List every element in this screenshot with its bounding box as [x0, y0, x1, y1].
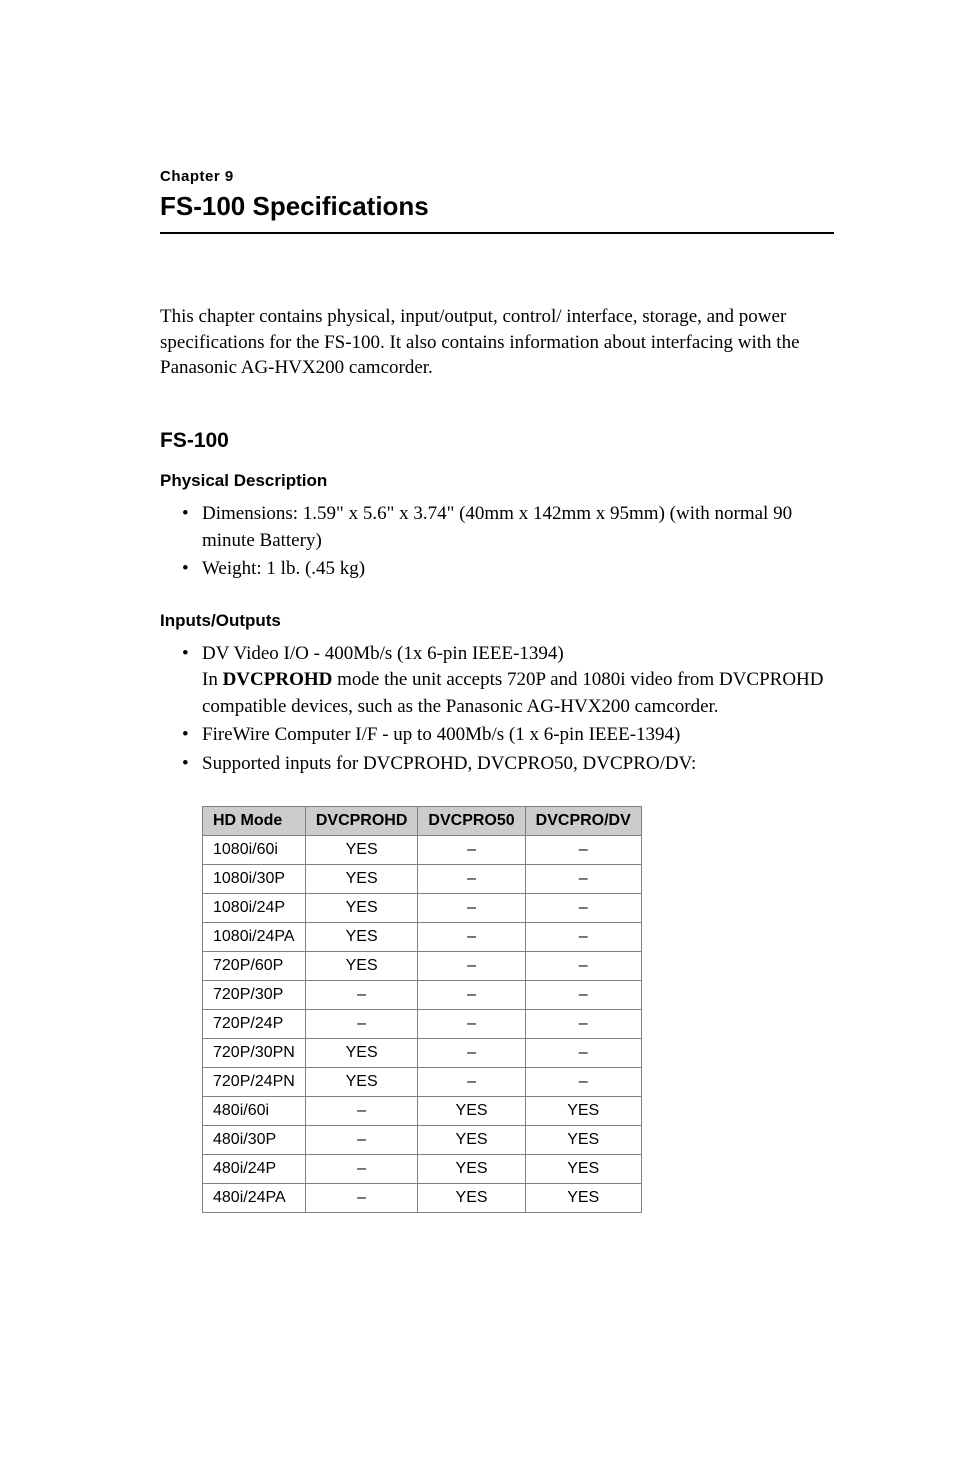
horizontal-rule: [160, 232, 834, 234]
table-row: 480i/24PA–YESYES: [203, 1183, 642, 1212]
table-cell: YES: [525, 1096, 641, 1125]
table-cell: 720P/30P: [203, 980, 306, 1009]
sub-heading-physical: Physical Description: [160, 471, 834, 491]
table-cell: –: [305, 980, 418, 1009]
table-cell: 1080i/24P: [203, 893, 306, 922]
table-cell: 720P/30PN: [203, 1038, 306, 1067]
table-row: 1080i/30PYES––: [203, 864, 642, 893]
table-cell: 480i/24PA: [203, 1183, 306, 1212]
io-list: DV Video I/O - 400Mb/s (1x 6-pin IEEE-13…: [182, 641, 834, 778]
formats-table: HD Mode DVCPROHD DVCPRO50 DVCPRO/DV 1080…: [202, 806, 642, 1213]
table-cell: –: [418, 864, 525, 893]
io-item1-in: In: [202, 669, 223, 690]
table-row: 480i/60i–YESYES: [203, 1096, 642, 1125]
table-cell: –: [418, 1067, 525, 1096]
chapter-label: Chapter 9: [160, 168, 834, 185]
table-row: 1080i/24PAYES––: [203, 922, 642, 951]
table-cell: 1080i/30P: [203, 864, 306, 893]
physical-list: Dimensions: 1.59" x 5.6" x 3.74" (40mm x…: [182, 501, 834, 583]
list-item: Dimensions: 1.59" x 5.6" x 3.74" (40mm x…: [182, 501, 834, 554]
intro-paragraph: This chapter contains physical, input/ou…: [160, 304, 834, 381]
list-item: Supported inputs for DVCPROHD, DVCPRO50,…: [182, 751, 834, 778]
io-item1-pre: DV Video I/O - 400Mb/s (1x 6-pin IEEE-13…: [202, 643, 564, 664]
table-cell: –: [305, 1154, 418, 1183]
table-row: 720P/60PYES––: [203, 951, 642, 980]
table-cell: –: [525, 1067, 641, 1096]
table-cell: –: [525, 864, 641, 893]
table-cell: –: [305, 1096, 418, 1125]
table-cell: –: [525, 980, 641, 1009]
table-cell: –: [525, 893, 641, 922]
table-row: 480i/24P–YESYES: [203, 1154, 642, 1183]
table-header: DVCPROHD: [305, 806, 418, 835]
io-item1-bold: DVCPROHD: [223, 669, 333, 690]
table-cell: –: [418, 1038, 525, 1067]
table-row: 480i/30P–YESYES: [203, 1125, 642, 1154]
table-cell: 720P/60P: [203, 951, 306, 980]
sub-heading-io: Inputs/Outputs: [160, 611, 834, 631]
list-item: FireWire Computer I/F - up to 400Mb/s (1…: [182, 722, 834, 749]
table-cell: YES: [305, 835, 418, 864]
table-cell: 1080i/60i: [203, 835, 306, 864]
table-cell: YES: [418, 1096, 525, 1125]
table-cell: –: [418, 922, 525, 951]
table-cell: –: [305, 1009, 418, 1038]
section-heading-fs100: FS-100: [160, 429, 834, 453]
table-cell: –: [525, 1038, 641, 1067]
table-header-row: HD Mode DVCPROHD DVCPRO50 DVCPRO/DV: [203, 806, 642, 835]
table-cell: –: [305, 1183, 418, 1212]
table-cell: –: [418, 980, 525, 1009]
table-cell: –: [525, 835, 641, 864]
table-cell: –: [525, 922, 641, 951]
table-cell: YES: [305, 951, 418, 980]
table-cell: –: [418, 893, 525, 922]
table-cell: YES: [305, 864, 418, 893]
table-cell: –: [418, 835, 525, 864]
chapter-title: FS-100 Specifications: [160, 191, 834, 222]
table-cell: 480i/30P: [203, 1125, 306, 1154]
table-row: 1080i/24PYES––: [203, 893, 642, 922]
table-row: 720P/30PNYES––: [203, 1038, 642, 1067]
table-cell: YES: [305, 922, 418, 951]
table-cell: YES: [305, 1067, 418, 1096]
table-cell: YES: [418, 1183, 525, 1212]
table-cell: YES: [418, 1154, 525, 1183]
table-cell: –: [525, 951, 641, 980]
table-cell: YES: [305, 1038, 418, 1067]
list-item: Weight: 1 lb. (.45 kg): [182, 556, 834, 583]
list-item: DV Video I/O - 400Mb/s (1x 6-pin IEEE-13…: [182, 641, 834, 721]
table-row: 720P/30P–––: [203, 980, 642, 1009]
table-cell: –: [305, 1125, 418, 1154]
table-cell: 480i/24P: [203, 1154, 306, 1183]
table-cell: 1080i/24PA: [203, 922, 306, 951]
table-cell: 720P/24P: [203, 1009, 306, 1038]
table-cell: –: [418, 1009, 525, 1038]
table-cell: YES: [305, 893, 418, 922]
table-cell: –: [418, 951, 525, 980]
table-row: 1080i/60iYES––: [203, 835, 642, 864]
table-header: DVCPRO/DV: [525, 806, 641, 835]
table-row: 720P/24PNYES––: [203, 1067, 642, 1096]
table-cell: YES: [525, 1125, 641, 1154]
table-header: HD Mode: [203, 806, 306, 835]
table-cell: 720P/24PN: [203, 1067, 306, 1096]
table-cell: YES: [525, 1183, 641, 1212]
table-row: 720P/24P–––: [203, 1009, 642, 1038]
table-cell: 480i/60i: [203, 1096, 306, 1125]
table-cell: –: [525, 1009, 641, 1038]
table-header: DVCPRO50: [418, 806, 525, 835]
table-cell: YES: [525, 1154, 641, 1183]
table-cell: YES: [418, 1125, 525, 1154]
